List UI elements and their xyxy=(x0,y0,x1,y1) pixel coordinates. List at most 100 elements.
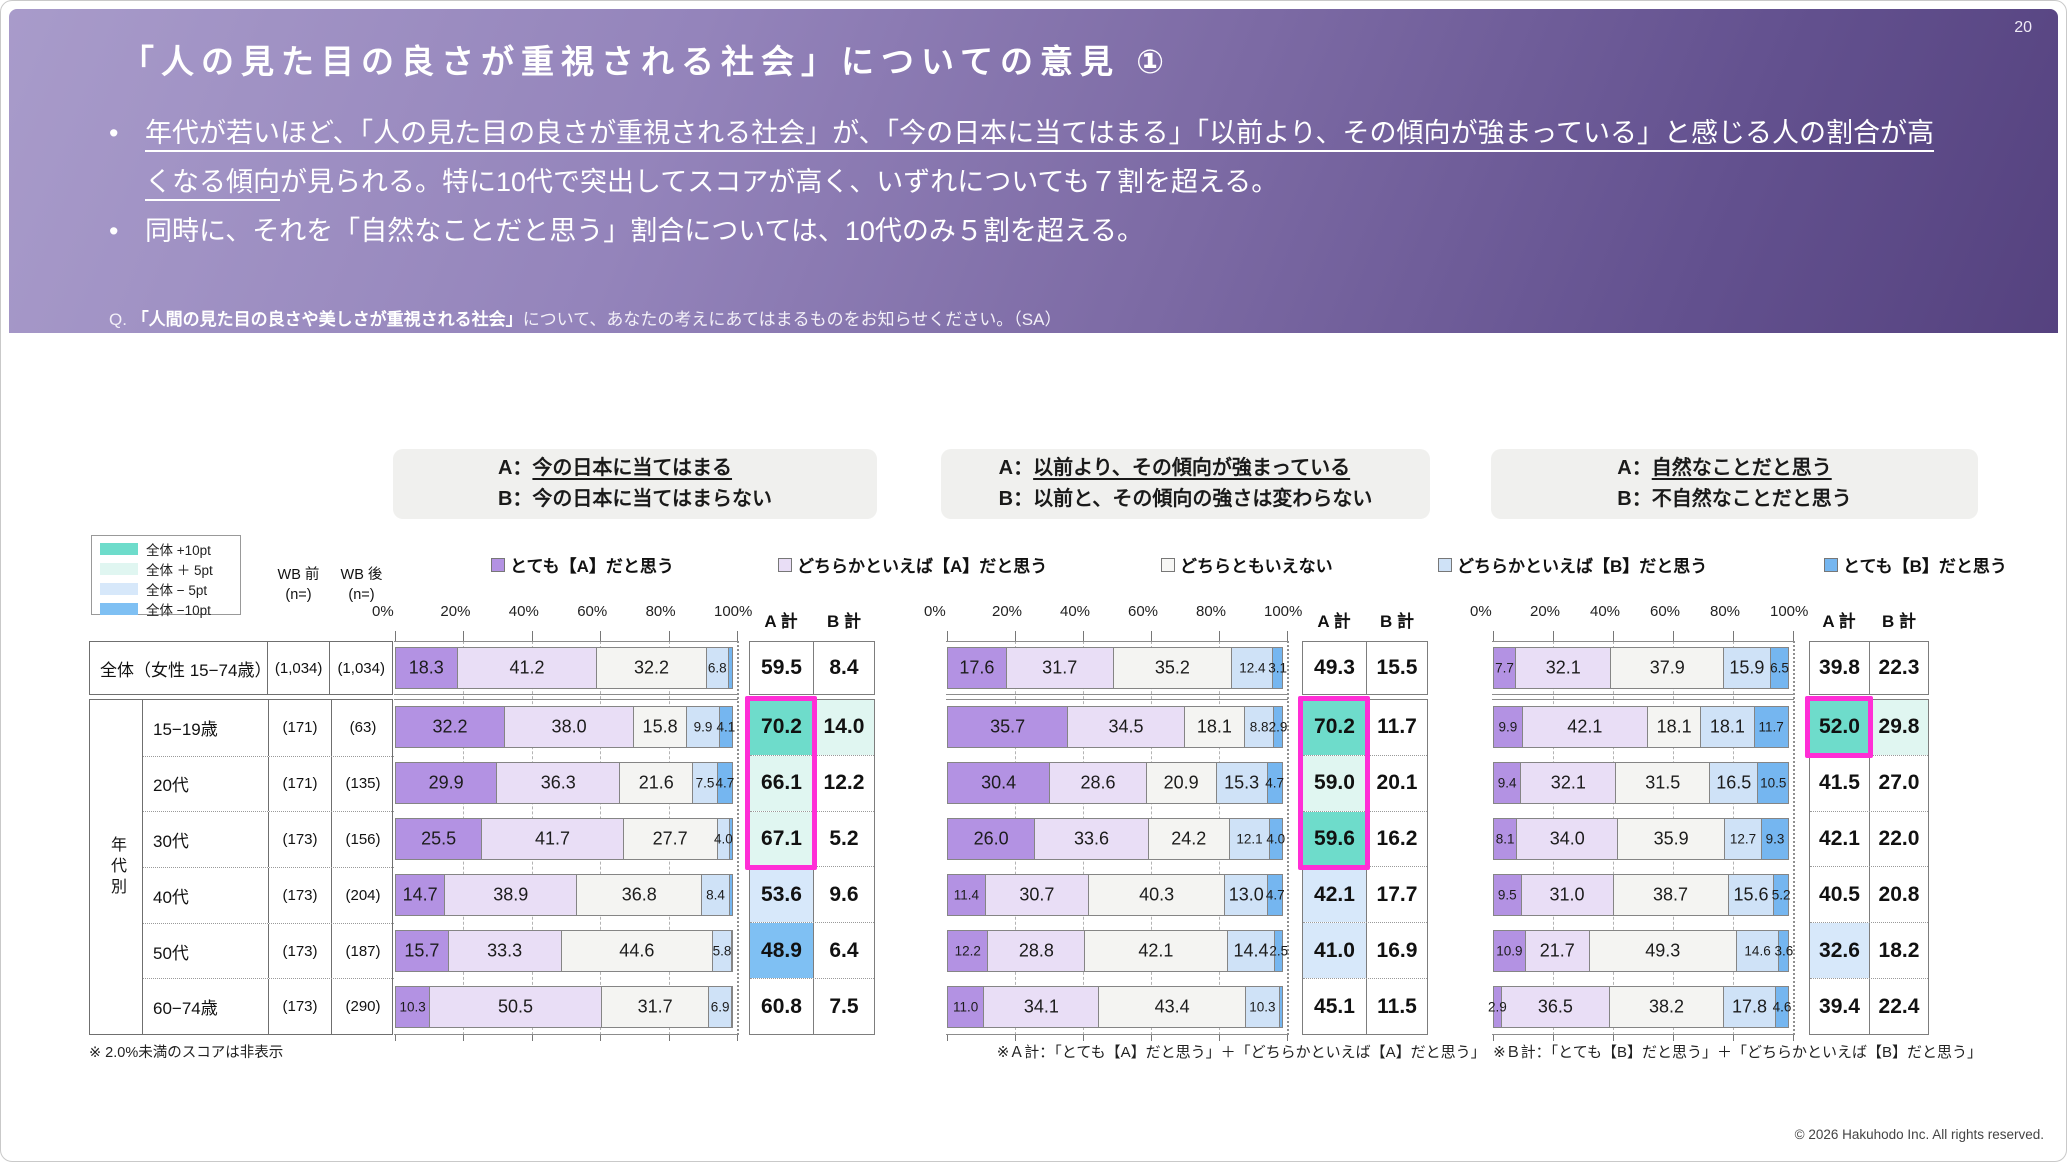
sum-table-ages: 70.2 14.0 66.1 12.2 67.1 5.2 53.6 9.6 48.9 6.4 60.… xyxy=(749,699,875,1035)
sum-table-overall: 39.8 22.3 xyxy=(1809,641,1929,695)
bar-segment-label: 41.2 xyxy=(509,657,545,678)
bar-segment: 50.5 xyxy=(429,986,602,1028)
bar-segment: 38.7 xyxy=(1612,874,1729,916)
bar-segment-label: 27.7 xyxy=(652,828,688,849)
bar-segment-label: 38.0 xyxy=(551,716,587,737)
bullet-text: 年代が若いほど、「人の見た目の良さが重視される社会」が、「今の日本に当てはまる」… xyxy=(145,118,1935,198)
row-label: 20代 xyxy=(153,776,189,796)
bar-segment-label: 33.3 xyxy=(487,940,523,961)
bullet-marker: • xyxy=(109,216,119,247)
n-value: (173) xyxy=(268,812,331,867)
bar-segment-label: 15.8 xyxy=(642,716,678,737)
a-total-cell: 66.1 xyxy=(750,755,813,811)
bar-segment: 3.6 xyxy=(1774,930,1793,972)
stacked-bar: 14.7 38.9 36.8 8.4 xyxy=(395,874,737,916)
n-value: (290) xyxy=(331,979,394,1035)
bar-segment-label: 31.5 xyxy=(1645,772,1681,793)
legend-swatch xyxy=(491,557,505,572)
tick-mark xyxy=(531,1035,533,1041)
n-value: (156) xyxy=(331,812,394,867)
sum-row: 41.5 27.0 xyxy=(1810,754,1928,811)
tick-mark xyxy=(1287,1035,1288,1041)
bar-segment-label: 32.1 xyxy=(1550,772,1586,793)
bar-segment: 12.2 xyxy=(947,930,989,972)
bar-segment-label: 3.6 xyxy=(1774,943,1794,959)
bar-segment-label: 49.3 xyxy=(1645,940,1681,961)
bar-segment-label: 4.7 xyxy=(1265,887,1285,903)
bar-segment-label: 21.7 xyxy=(1539,940,1575,961)
a-total-cell: 41.0 xyxy=(1303,923,1366,979)
b-total-cell: 22.0 xyxy=(1868,811,1928,867)
wb-post-header: WB 後 (n=) xyxy=(340,567,383,604)
sum-table-overall: 49.3 15.5 xyxy=(1302,641,1428,695)
bar-segment xyxy=(728,874,733,916)
bar-segment: 42.1 xyxy=(1084,930,1228,972)
bar-segment: 12.7 xyxy=(1723,818,1763,860)
bar-segment: 31.5 xyxy=(1615,762,1710,804)
bar-segment-label: 41.7 xyxy=(534,828,571,849)
bar-segment-label: 20.9 xyxy=(1163,772,1199,793)
bar-segment-label: 16.5 xyxy=(1716,772,1752,793)
sum-row: 59.6 16.2 xyxy=(1303,810,1427,867)
a-total-cell: 39.8 xyxy=(1819,656,1860,679)
bar-segment: 34.5 xyxy=(1067,706,1185,748)
tick-mark xyxy=(1219,631,1220,641)
bar-segment: 6.9 xyxy=(708,986,732,1028)
bar-segment-label: 38.7 xyxy=(1653,884,1689,905)
bar-segment: 41.2 xyxy=(456,647,598,689)
tick-mark xyxy=(1015,1035,1016,1041)
a-total-header: A 計 xyxy=(764,612,798,631)
bar-segment: 14.6 xyxy=(1735,930,1780,972)
bar-segment: 26.0 xyxy=(947,818,1036,860)
tick-mark xyxy=(1083,1035,1084,1041)
bar-segment: 49.3 xyxy=(1588,930,1737,972)
bar-segment: 28.8 xyxy=(987,930,1086,972)
bar-segment: 15.8 xyxy=(633,706,688,748)
tick-mark xyxy=(947,1035,948,1041)
bar-segment-label: 2.5 xyxy=(1269,943,1289,959)
bar-segment: 8.4 xyxy=(701,874,730,916)
bar-segment: 8.1 xyxy=(1493,818,1518,860)
a-total-cell: 32.6 xyxy=(1810,923,1869,979)
stacked-bar: 10.3 50.5 31.7 6.9 xyxy=(395,986,737,1028)
bar-segment-label: 3.1 xyxy=(1268,660,1288,676)
a-total-cell: 40.5 xyxy=(1819,882,1860,906)
bar-segment: 36.8 xyxy=(576,874,703,916)
bar-segment-label: 5.8 xyxy=(712,943,732,959)
n-value: (171) xyxy=(268,756,331,812)
bar-segment-label: 12.1 xyxy=(1236,831,1263,847)
bar-segment: 20.9 xyxy=(1145,762,1217,804)
tick-mark xyxy=(1151,1035,1152,1041)
tick-mark xyxy=(463,1035,465,1041)
bar-segment: 4.0 xyxy=(1266,818,1285,860)
overall-row: 全体（女性 15−74歳） (1,034) (1,034) xyxy=(89,641,393,695)
bar-segment-label: 13.0 xyxy=(1228,884,1264,905)
bar-segment-label: 34.0 xyxy=(1549,828,1585,849)
stacked-bar: 26.0 33.6 24.2 12.1 4.0 xyxy=(947,818,1287,860)
bar-segment: 7.5 xyxy=(692,762,718,804)
tick-mark xyxy=(1493,631,1494,641)
bar-segment: 38.9 xyxy=(444,874,578,916)
a-total-cell: 45.1 xyxy=(1314,994,1355,1018)
bar-segment-label: 50.5 xyxy=(498,996,534,1017)
b-total-cell: 15.5 xyxy=(1365,642,1427,694)
bar-segment-label: 8.1 xyxy=(1495,831,1515,847)
bar-segment-label: 40.3 xyxy=(1139,884,1175,905)
b-total-cell: 7.5 xyxy=(812,979,874,1034)
bar-segment-label: 14.7 xyxy=(402,884,438,905)
bar-segment-label: 4.6 xyxy=(1772,999,1792,1015)
bar-segment xyxy=(1278,986,1283,1028)
sum-row: 45.1 11.5 xyxy=(1303,978,1427,1034)
tick-mark xyxy=(1793,631,1794,641)
tick-mark xyxy=(1733,631,1734,641)
copyright: © 2026 Hakuhodo Inc. All rights reserved… xyxy=(1794,1127,2044,1142)
bar-segment-label: 38.9 xyxy=(493,884,529,905)
bar-segment-label: 34.5 xyxy=(1108,716,1144,737)
stacked-bar: 25.5 41.7 27.7 4.0 xyxy=(395,818,737,860)
bar-segment: 10.3 xyxy=(395,986,431,1028)
group-label: 年代別 xyxy=(90,700,143,1034)
row-label: 50代 xyxy=(153,943,189,963)
legend-swatch xyxy=(778,557,792,572)
a-total-cell: 59.5 xyxy=(761,656,802,679)
